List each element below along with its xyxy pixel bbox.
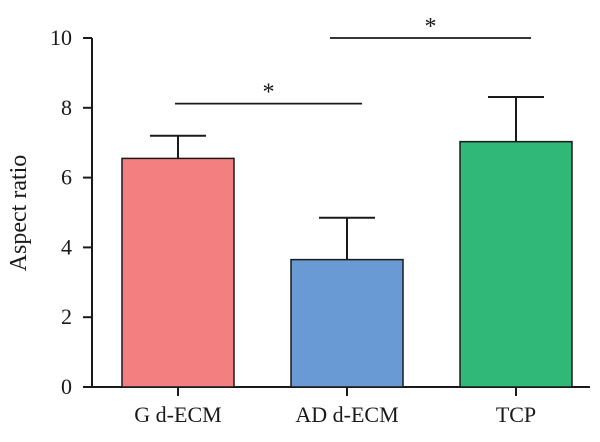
axis-layer: 0 2 4 6 8 10 G d-ECM AD d-ECM TCP	[50, 25, 590, 427]
y-tick-label: 2	[61, 304, 72, 329]
y-tick-label: 8	[61, 95, 72, 120]
y-tick-label: 0	[61, 374, 72, 399]
bar	[290, 258, 404, 388]
x-tick-label: AD d-ECM	[295, 402, 398, 427]
significance-label: *	[263, 80, 275, 106]
x-tick-label: TCP	[496, 402, 536, 427]
y-tick-label: 6	[61, 165, 72, 190]
bar	[459, 140, 573, 388]
bar-layer	[121, 95, 573, 388]
y-axis-title: Aspect ratio	[6, 155, 32, 272]
y-tick-label: 4	[61, 234, 72, 259]
bar	[121, 157, 235, 388]
significance-label: *	[425, 14, 437, 40]
y-tick-label: 10	[50, 25, 72, 50]
x-tick-label: G d-ECM	[134, 402, 221, 427]
significance-layer: **	[175, 14, 531, 106]
